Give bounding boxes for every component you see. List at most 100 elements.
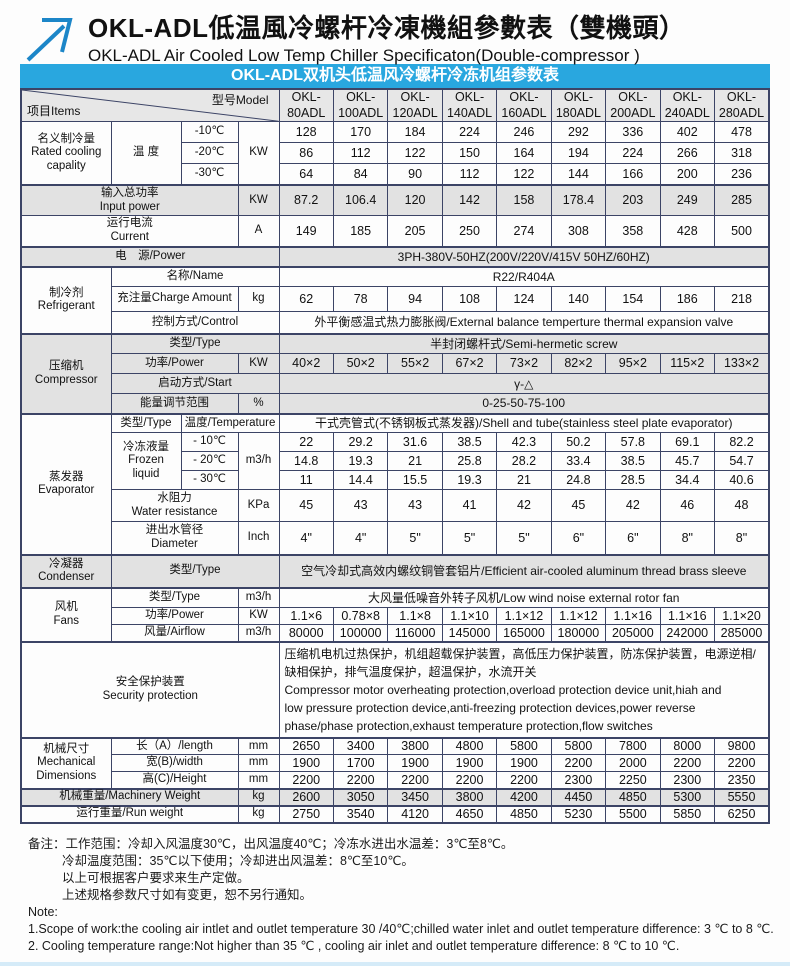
value-cell: 4450 <box>550 787 607 807</box>
value-cell: 428 <box>659 215 716 248</box>
value-cell: 236 <box>714 163 770 186</box>
corner-cell: 项目Items 型号Model <box>20 88 280 123</box>
table-row: -30℃ 64 84 90 112 122 144 166 200 236 <box>21 163 770 186</box>
table-row: 高(C)/Height mm 2200 2200 2200 2200 2200 2300 225… <box>21 771 770 790</box>
label-cell: 控制方式/Control <box>110 311 280 335</box>
value-cell: 224 <box>441 121 498 144</box>
value-cell: 28.5 <box>605 470 661 491</box>
value-cell: 82.2 <box>714 432 770 453</box>
label-cell: m3/h <box>237 586 280 609</box>
note-line: 备注：工作范围：冷却入风温度30℃，出风温度40℃；冷冻水进出水温差：3℃至8℃… <box>28 836 514 851</box>
value-cell: 149 <box>278 215 334 248</box>
value-cell: 133×2 <box>714 353 770 375</box>
model-header: OKL- 100ADL <box>332 88 389 123</box>
table-row: 机械重量/Machinery Weight kg 2600 3050 3450 3800 4… <box>20 787 770 807</box>
label-cell: 类型/Type <box>110 332 280 355</box>
table-row: 运行电流 Current A 149 185 205 250 274 308 358 428 500 <box>20 215 770 248</box>
label-cell: -20℃ <box>180 142 239 165</box>
value-cell: 3540 <box>332 804 389 824</box>
value-cell: 249 <box>659 183 716 217</box>
value-cell: 122 <box>496 163 552 186</box>
value-cell: 200 <box>659 163 716 186</box>
value-cell: 1.1×8 <box>387 607 443 626</box>
value-cell: 5800 <box>550 736 607 756</box>
value-cell: 25.8 <box>441 451 498 472</box>
value-cell: 150 <box>441 142 498 165</box>
model-header: OKL- 140ADL <box>441 88 498 123</box>
label-cell: - 10℃ <box>180 432 239 453</box>
label-cell: 干式壳管式(不锈钢板式蒸发器)/Shell and tube(stainless… <box>278 412 770 434</box>
value-cell: 6" <box>605 521 661 556</box>
value-cell: 7800 <box>605 736 661 756</box>
value-cell: 90 <box>387 163 443 186</box>
value-cell: 19.3 <box>441 470 498 491</box>
label-cell: kg <box>237 804 280 824</box>
table-row: 名义制冷量 Rated cooling capality 温 度 -10℃ KW 128… <box>20 121 770 186</box>
value-cell: 1700 <box>332 754 389 773</box>
value-cell: 5" <box>441 521 498 556</box>
value-cell: 4800 <box>441 736 498 756</box>
value-cell: 29.2 <box>332 432 389 453</box>
spec-table: 项目Items 型号Model OKL- 80ADL OKL- 100ADL OKL… <box>20 88 770 824</box>
section-cell: 压缩机 Compressor <box>20 332 112 415</box>
value-cell: 2750 <box>278 804 334 824</box>
page-title: OKL-ADL低温風冷螺杆冷凍機組參數表（雙機頭） <box>88 13 686 43</box>
label-cell: -10℃ <box>180 121 239 144</box>
model-header: OKL- 280ADL <box>714 88 770 123</box>
value-cell: 50×2 <box>332 353 389 375</box>
section-cell: 电 源/Power <box>20 245 280 268</box>
value-cell: 6250 <box>714 804 770 824</box>
label-cell: m3/h <box>237 432 280 491</box>
value-cell: 106.4 <box>332 183 389 217</box>
value-cell: 8" <box>659 521 716 556</box>
value-cell: 34.4 <box>659 470 716 491</box>
table-row: 制冷剂 Refrigerant 名称/Name R22/R404A <box>20 265 770 335</box>
brand-arrow-icon <box>18 12 82 64</box>
value-cell: 80000 <box>278 624 334 643</box>
value-cell: 42.3 <box>496 432 552 453</box>
value-cell: 178.4 <box>550 183 607 217</box>
value-cell: 112 <box>332 142 389 165</box>
value-cell: 14.4 <box>332 470 389 491</box>
value-cell: 2300 <box>659 771 716 790</box>
section-cell: 蒸发器 Evaporator <box>20 412 112 556</box>
value-cell: 205 <box>387 215 443 248</box>
value-cell: 42 <box>496 489 552 523</box>
value-cell: 274 <box>496 215 552 248</box>
value-cell: 4850 <box>496 804 552 824</box>
table-title: OKL-ADL双机头低温风冷螺杆冷冻机组参数表 <box>20 64 770 88</box>
value-cell: 1.1×16 <box>659 607 716 626</box>
value-cell: 158 <box>496 183 552 217</box>
label-cell: 类型/Type <box>110 553 280 589</box>
table-row: 运行重量/Run weight kg 2750 3540 4120 4650 4850 523… <box>20 804 770 824</box>
value-cell: 166 <box>605 163 661 186</box>
diagonal-divider <box>22 90 279 121</box>
label-cell: 机械重量/Machinery Weight <box>20 787 239 807</box>
model-header: OKL- 180ADL <box>550 88 607 123</box>
value-cell: 1.1×16 <box>605 607 661 626</box>
table-row: 安全保护装置 Security protection 压缩机电机过热保护，机组超载… <box>20 640 770 739</box>
value-cell: 2350 <box>714 771 770 790</box>
value-cell: 2200 <box>441 771 498 790</box>
value-cell: 224 <box>605 142 661 165</box>
label-cell: 充注量Charge Amount <box>110 286 239 313</box>
value-cell: 185 <box>332 215 389 248</box>
model-header: OKL- 240ADL <box>659 88 716 123</box>
value-cell: 250 <box>441 215 498 248</box>
table-row: 电 源/Power 3PH-380V-50HZ(200V/220V/415V 50… <box>20 245 770 268</box>
note-line: Note: <box>28 904 58 919</box>
label-cell: kg <box>237 286 280 313</box>
value-cell: 154 <box>605 286 661 313</box>
value-cell: 45.7 <box>659 451 716 472</box>
label-cell: 高(C)/Height <box>110 771 239 790</box>
value-cell: 3800 <box>441 787 498 807</box>
value-cell: 2300 <box>550 771 607 790</box>
value-cell: 0.78×8 <box>332 607 389 626</box>
label-cell: 功率/Power <box>110 353 239 375</box>
label-cell: KW <box>237 183 280 217</box>
value-cell: 4850 <box>605 787 661 807</box>
table-row: 输入总功率 Input power KW 87.2 106.4 120 142 158 178… <box>20 183 770 217</box>
value-cell: 500 <box>714 215 770 248</box>
label-cell: 功率/Power <box>110 607 239 626</box>
value-cell: 42 <box>605 489 661 523</box>
